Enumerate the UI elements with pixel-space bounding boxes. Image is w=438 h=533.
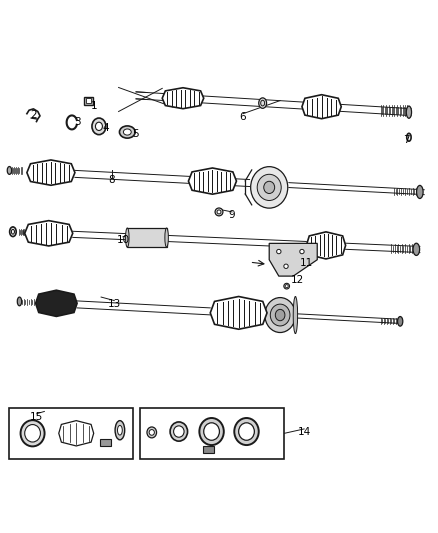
Bar	[127, 228, 166, 247]
Bar	[203, 446, 214, 454]
Polygon shape	[269, 244, 317, 276]
Bar	[86, 99, 91, 103]
Text: 1: 1	[91, 101, 98, 111]
Text: 7: 7	[403, 135, 410, 145]
Ellipse shape	[165, 228, 168, 247]
Polygon shape	[306, 232, 346, 259]
Ellipse shape	[21, 420, 45, 446]
Ellipse shape	[17, 297, 21, 306]
Polygon shape	[210, 296, 267, 329]
Ellipse shape	[406, 106, 412, 118]
Ellipse shape	[117, 425, 122, 435]
Ellipse shape	[284, 264, 288, 269]
Text: 6: 6	[240, 112, 246, 122]
Bar	[140, 408, 284, 458]
Polygon shape	[35, 290, 77, 317]
Polygon shape	[302, 95, 341, 119]
Text: 11: 11	[300, 258, 313, 268]
Polygon shape	[27, 160, 75, 185]
Ellipse shape	[277, 249, 281, 254]
Ellipse shape	[25, 425, 40, 442]
Ellipse shape	[413, 243, 420, 255]
Ellipse shape	[147, 427, 156, 438]
Ellipse shape	[284, 284, 290, 289]
Ellipse shape	[120, 126, 135, 138]
Ellipse shape	[239, 423, 254, 440]
Ellipse shape	[126, 228, 129, 247]
Ellipse shape	[204, 423, 219, 440]
Ellipse shape	[259, 98, 267, 108]
Ellipse shape	[199, 418, 224, 445]
Text: 4: 4	[102, 123, 109, 133]
Ellipse shape	[217, 210, 221, 214]
Ellipse shape	[398, 317, 403, 326]
Text: 9: 9	[229, 210, 235, 220]
Ellipse shape	[124, 129, 131, 135]
Ellipse shape	[149, 430, 154, 435]
Ellipse shape	[276, 309, 285, 321]
Text: 8: 8	[109, 175, 115, 185]
Bar	[84, 96, 93, 104]
Polygon shape	[188, 168, 237, 194]
Ellipse shape	[234, 418, 259, 445]
Text: 2: 2	[30, 110, 37, 119]
Bar	[100, 439, 111, 446]
Ellipse shape	[92, 118, 106, 135]
Ellipse shape	[264, 181, 275, 193]
Ellipse shape	[251, 167, 288, 208]
Polygon shape	[162, 88, 204, 109]
Ellipse shape	[257, 174, 281, 200]
Ellipse shape	[95, 122, 102, 131]
Polygon shape	[59, 421, 94, 446]
Ellipse shape	[115, 421, 125, 440]
Ellipse shape	[173, 426, 184, 437]
Ellipse shape	[265, 297, 295, 333]
Text: 10: 10	[117, 235, 130, 245]
Polygon shape	[25, 221, 73, 246]
Ellipse shape	[270, 304, 290, 326]
Ellipse shape	[417, 185, 423, 198]
Ellipse shape	[293, 296, 297, 334]
Ellipse shape	[300, 249, 304, 254]
Ellipse shape	[170, 422, 187, 441]
Ellipse shape	[7, 166, 12, 174]
Ellipse shape	[285, 285, 288, 288]
Bar	[9, 408, 133, 458]
Text: 3: 3	[74, 117, 81, 127]
Text: 5: 5	[132, 129, 138, 139]
Text: 12: 12	[291, 274, 304, 285]
Text: 13: 13	[108, 298, 121, 309]
Text: 15: 15	[30, 412, 43, 422]
Ellipse shape	[215, 208, 223, 216]
Text: 14: 14	[297, 426, 311, 437]
